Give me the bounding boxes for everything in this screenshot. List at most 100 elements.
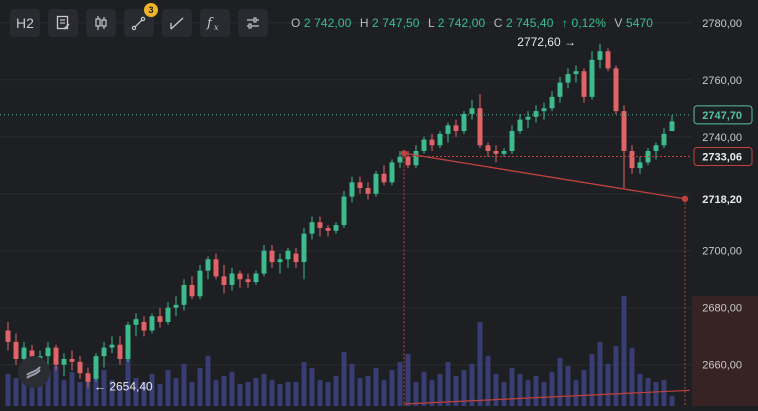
volume-bar [309, 368, 315, 406]
candle-body [213, 259, 219, 277]
function-button[interactable]: f x [200, 9, 230, 37]
candle-body [277, 259, 283, 263]
candle-body [565, 74, 571, 83]
volume-bar [549, 372, 555, 406]
volume-bar [173, 378, 179, 406]
volume-bar [501, 382, 507, 406]
document-edit-icon [56, 15, 70, 30]
candle-body [285, 250, 291, 260]
timeframe-button[interactable]: H2 [10, 9, 40, 37]
candle-body [165, 307, 171, 322]
candle-body [405, 156, 411, 166]
high-label: H [359, 16, 369, 30]
low-value: 2 742,00 [437, 16, 486, 30]
trend-anchor-right [681, 195, 689, 203]
volume-bar [253, 378, 259, 406]
open-label: O [291, 16, 301, 30]
candle-body [533, 111, 539, 117]
volume-bar [293, 382, 299, 406]
volume-bar [381, 380, 387, 406]
candle-body [661, 133, 667, 146]
candle-body [157, 316, 163, 322]
candle-body [381, 173, 387, 183]
candle-body [637, 162, 643, 169]
volume-bar [85, 376, 91, 406]
volume-bar [197, 368, 203, 406]
candle-body [117, 344, 123, 359]
low-label: L [428, 16, 435, 30]
volume-bar [37, 374, 43, 406]
volume-bar [269, 380, 275, 406]
ohlc-legend: O 2 742,00 H 2 747,50 L 2 742,00 C 2 745… [286, 16, 653, 30]
candle-body [501, 151, 507, 154]
candle-body [85, 373, 91, 382]
candle-body [469, 108, 475, 114]
candle-body [245, 279, 251, 283]
settings-button[interactable] [238, 9, 268, 37]
candle-body [509, 131, 515, 152]
line-pen-icon [131, 16, 146, 31]
candle-body [301, 233, 307, 263]
candle-body [61, 358, 67, 365]
candle-body [13, 341, 19, 359]
y-axis-tick-label: 2780,00 [702, 18, 742, 30]
candle-body [597, 51, 603, 60]
volume-bar [389, 370, 395, 406]
candle-body [629, 151, 635, 169]
volume-bar [445, 362, 451, 406]
candle-body [69, 358, 75, 362]
y-axis-tick-label: 2680,00 [702, 303, 742, 315]
volume-bar [557, 358, 563, 406]
volume-bar [21, 382, 27, 406]
volume-bar [509, 368, 515, 406]
candle-body [261, 250, 267, 274]
volume-bar [285, 382, 291, 406]
volume-bar [349, 364, 355, 406]
y-axis-tick-label: 2660,00 [702, 360, 742, 372]
volume-bar [141, 382, 147, 406]
candle-body [549, 96, 555, 109]
high-annotation-label: 2772,60 → [517, 35, 576, 49]
candle-body [269, 250, 275, 263]
candle-body [77, 361, 83, 374]
candle-body [309, 222, 315, 234]
candle-body [605, 51, 611, 69]
candle-body [477, 108, 483, 146]
volume-bar [397, 362, 403, 406]
change-value: 0,12% [571, 16, 606, 30]
volume-bar [573, 380, 579, 406]
indicators-count-badge: 3 [144, 3, 158, 17]
volume-bar [29, 384, 35, 406]
svg-text:f: f [206, 16, 214, 31]
trend-line-button[interactable] [162, 9, 192, 37]
candle-body [573, 71, 579, 75]
y-axis-tick-label: 2760,00 [702, 75, 742, 87]
sliders-icon [247, 17, 259, 29]
candle-body [669, 121, 675, 132]
indicators-button[interactable]: 3 [124, 3, 158, 37]
candle-body [437, 133, 443, 146]
volume-bar [45, 370, 51, 406]
candle-body [197, 270, 203, 297]
price-label-box [693, 147, 753, 167]
volume-bar [133, 378, 139, 406]
volume-bar [333, 376, 339, 406]
candle-body [461, 113, 467, 132]
volume-bar [301, 362, 307, 406]
candle-body [141, 321, 147, 331]
volume-bar [565, 366, 571, 406]
close-label: C [493, 16, 503, 30]
volume-bar [421, 372, 427, 406]
open-value: 2 742,00 [303, 16, 352, 30]
volume-bar [637, 374, 643, 406]
order-sheet-button[interactable] [48, 9, 78, 37]
price-label-box [693, 105, 753, 125]
chart-type-button[interactable] [86, 9, 116, 37]
fx-icon: f x [206, 16, 219, 31]
candle-body [93, 356, 99, 379]
volume-bar [93, 366, 99, 406]
volume-bar [517, 374, 523, 406]
volume-bar [613, 346, 619, 406]
